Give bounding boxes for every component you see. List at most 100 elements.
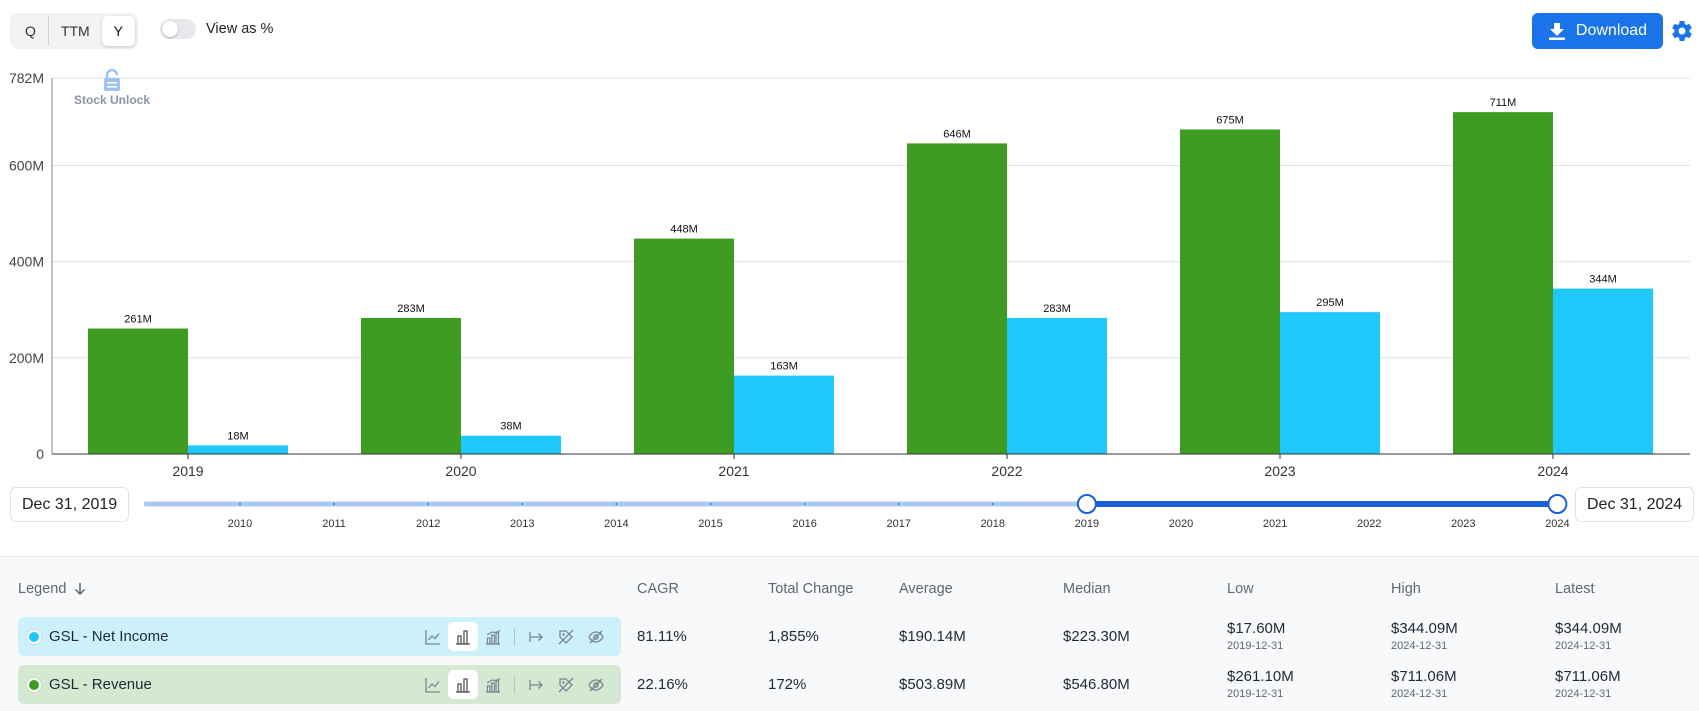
series-name: GSL - Net Income	[49, 628, 169, 645]
slider-tick	[333, 503, 336, 505]
download-label: Download	[1575, 22, 1648, 39]
revenue-cagr: 22.16%	[637, 676, 688, 693]
net-income-latest: $344.09M	[1555, 620, 1622, 637]
revenue-bar-2023[interactable]	[1180, 129, 1280, 454]
net-income-cagr: 81.11%	[637, 628, 687, 645]
revenue-bar-2019[interactable]	[88, 328, 188, 454]
legend-sort-header[interactable]: Legend	[18, 581, 86, 597]
revenue-bar-2021[interactable]	[634, 238, 734, 454]
revenue-low-date: 2019-12-31	[1227, 688, 1284, 700]
slider-tick	[991, 503, 994, 505]
bar-chart: 0 200M 400M 600M 782M Stock Unlock 261M 18M 28…	[9, 68, 1690, 479]
header-average: Average	[899, 581, 953, 597]
series-color-dot	[27, 629, 41, 644]
header-cagr: CAGR	[637, 581, 679, 597]
slider-tick	[521, 503, 524, 505]
net-income-bar-2020[interactable]	[461, 435, 561, 454]
bar-chart-icon[interactable]	[448, 670, 478, 699]
bar-chart-icon[interactable]	[448, 622, 478, 651]
view-as-percent-toggle[interactable]	[160, 19, 196, 39]
slider-start-handle[interactable]	[1076, 494, 1097, 514]
extend-line-icon[interactable]	[521, 622, 551, 651]
slider-year-label: 2013	[510, 518, 534, 530]
header-median: Median	[1063, 581, 1111, 597]
view-as-percent-label: View as %	[206, 21, 274, 37]
net-income-bar-2023[interactable]	[1280, 312, 1380, 454]
data-label: 711M	[1490, 97, 1517, 109]
data-label: 163M	[770, 361, 798, 373]
slider-tick	[1180, 503, 1182, 505]
tag-off-icon[interactable]	[551, 622, 581, 651]
slider-tick	[1274, 503, 1277, 505]
line-chart-icon[interactable]	[418, 670, 448, 699]
period-y-button[interactable]: Y	[101, 16, 135, 46]
revenue-bar-2020[interactable]	[361, 317, 461, 454]
header-high: High	[1391, 581, 1421, 597]
x-tick-label: 2020	[445, 463, 476, 479]
series-name: GSL - Revenue	[49, 676, 152, 693]
slider-end-handle[interactable]	[1547, 494, 1568, 514]
settings-gear-icon[interactable]	[1670, 19, 1694, 43]
slider-tick	[897, 503, 900, 505]
period-q-button[interactable]: Q	[13, 16, 49, 46]
lock-icon	[104, 68, 120, 91]
stats-table: Legend CAGR Total Change Average Median …	[0, 556, 1699, 711]
header-latest: Latest	[1555, 581, 1595, 597]
net-income-latest-date: 2024-12-31	[1555, 640, 1612, 652]
series-tools	[418, 622, 611, 651]
combo-chart-icon[interactable]	[478, 622, 508, 651]
net-income-bar-2022[interactable]	[1007, 317, 1107, 454]
slider-tick	[709, 503, 712, 505]
slider-tick	[1462, 503, 1465, 505]
revenue-latest-date: 2024-12-31	[1555, 688, 1612, 700]
range-end-date[interactable]: Dec 31, 2024	[1575, 487, 1695, 522]
data-label: 283M	[397, 303, 425, 315]
y-tick-label: 0	[36, 446, 44, 462]
period-ttm-button[interactable]: TTM	[60, 23, 90, 39]
net-income-bar-2019[interactable]	[188, 445, 288, 454]
net-income-median: $223.30M	[1063, 628, 1130, 645]
download-button[interactable]: Download	[1532, 13, 1663, 49]
legend-row-revenue[interactable]: GSL - Revenue	[18, 665, 621, 704]
slider-tick	[803, 503, 806, 505]
extend-line-icon[interactable]	[521, 670, 551, 699]
slider-year-label: 2021	[1263, 518, 1287, 530]
line-chart-icon[interactable]	[418, 622, 448, 651]
revenue-bar-2024[interactable]	[1453, 112, 1553, 454]
data-label: 448M	[670, 224, 698, 236]
view-as-percent: View as %	[160, 19, 273, 39]
slider-year-label: 2022	[1357, 518, 1381, 530]
y-tick-label: 200M	[9, 350, 44, 366]
tag-off-icon[interactable]	[551, 670, 581, 699]
range-start-date[interactable]: Dec 31, 2019	[10, 487, 130, 522]
slider-tick	[1368, 503, 1371, 505]
y-tick-label: 400M	[9, 254, 44, 270]
legend-row-net-income[interactable]: GSL - Net Income	[18, 617, 621, 656]
revenue-bar-2022[interactable]	[907, 143, 1007, 454]
data-label: 261M	[124, 314, 152, 326]
data-label: 295M	[1316, 297, 1344, 309]
year-range-slider[interactable]: 2010 2011 2012 2013 2014 2015 2016 2017 2018 2019…	[0, 485, 1699, 530]
header-low: Low	[1227, 581, 1254, 597]
net-income-high-date: 2024-12-31	[1391, 640, 1448, 652]
eye-off-icon[interactable]	[581, 622, 611, 651]
net-income-low: $17.60M	[1227, 620, 1286, 637]
combo-chart-icon[interactable]	[478, 670, 508, 699]
net-income-bar-2021[interactable]	[734, 375, 834, 454]
tool-separator	[514, 675, 515, 694]
eye-off-icon[interactable]	[581, 670, 611, 699]
data-label: 675M	[1216, 114, 1244, 126]
slider-year-label: 2019	[1075, 518, 1099, 530]
revenue-high: $711.06M	[1391, 668, 1457, 685]
net-income-bar-2024[interactable]	[1553, 288, 1653, 454]
slider-year-label: 2023	[1451, 518, 1475, 530]
revenue-average: $503.89M	[899, 676, 966, 693]
slider-year-label: 2020	[1169, 518, 1193, 530]
slider-tick	[427, 503, 430, 505]
series-color-dot	[27, 677, 41, 692]
x-tick-label: 2021	[718, 463, 749, 479]
slider-tick	[239, 503, 241, 505]
arrow-down-icon	[75, 583, 86, 596]
data-label: 646M	[943, 128, 971, 140]
slider-year-label: 2011	[322, 518, 346, 530]
